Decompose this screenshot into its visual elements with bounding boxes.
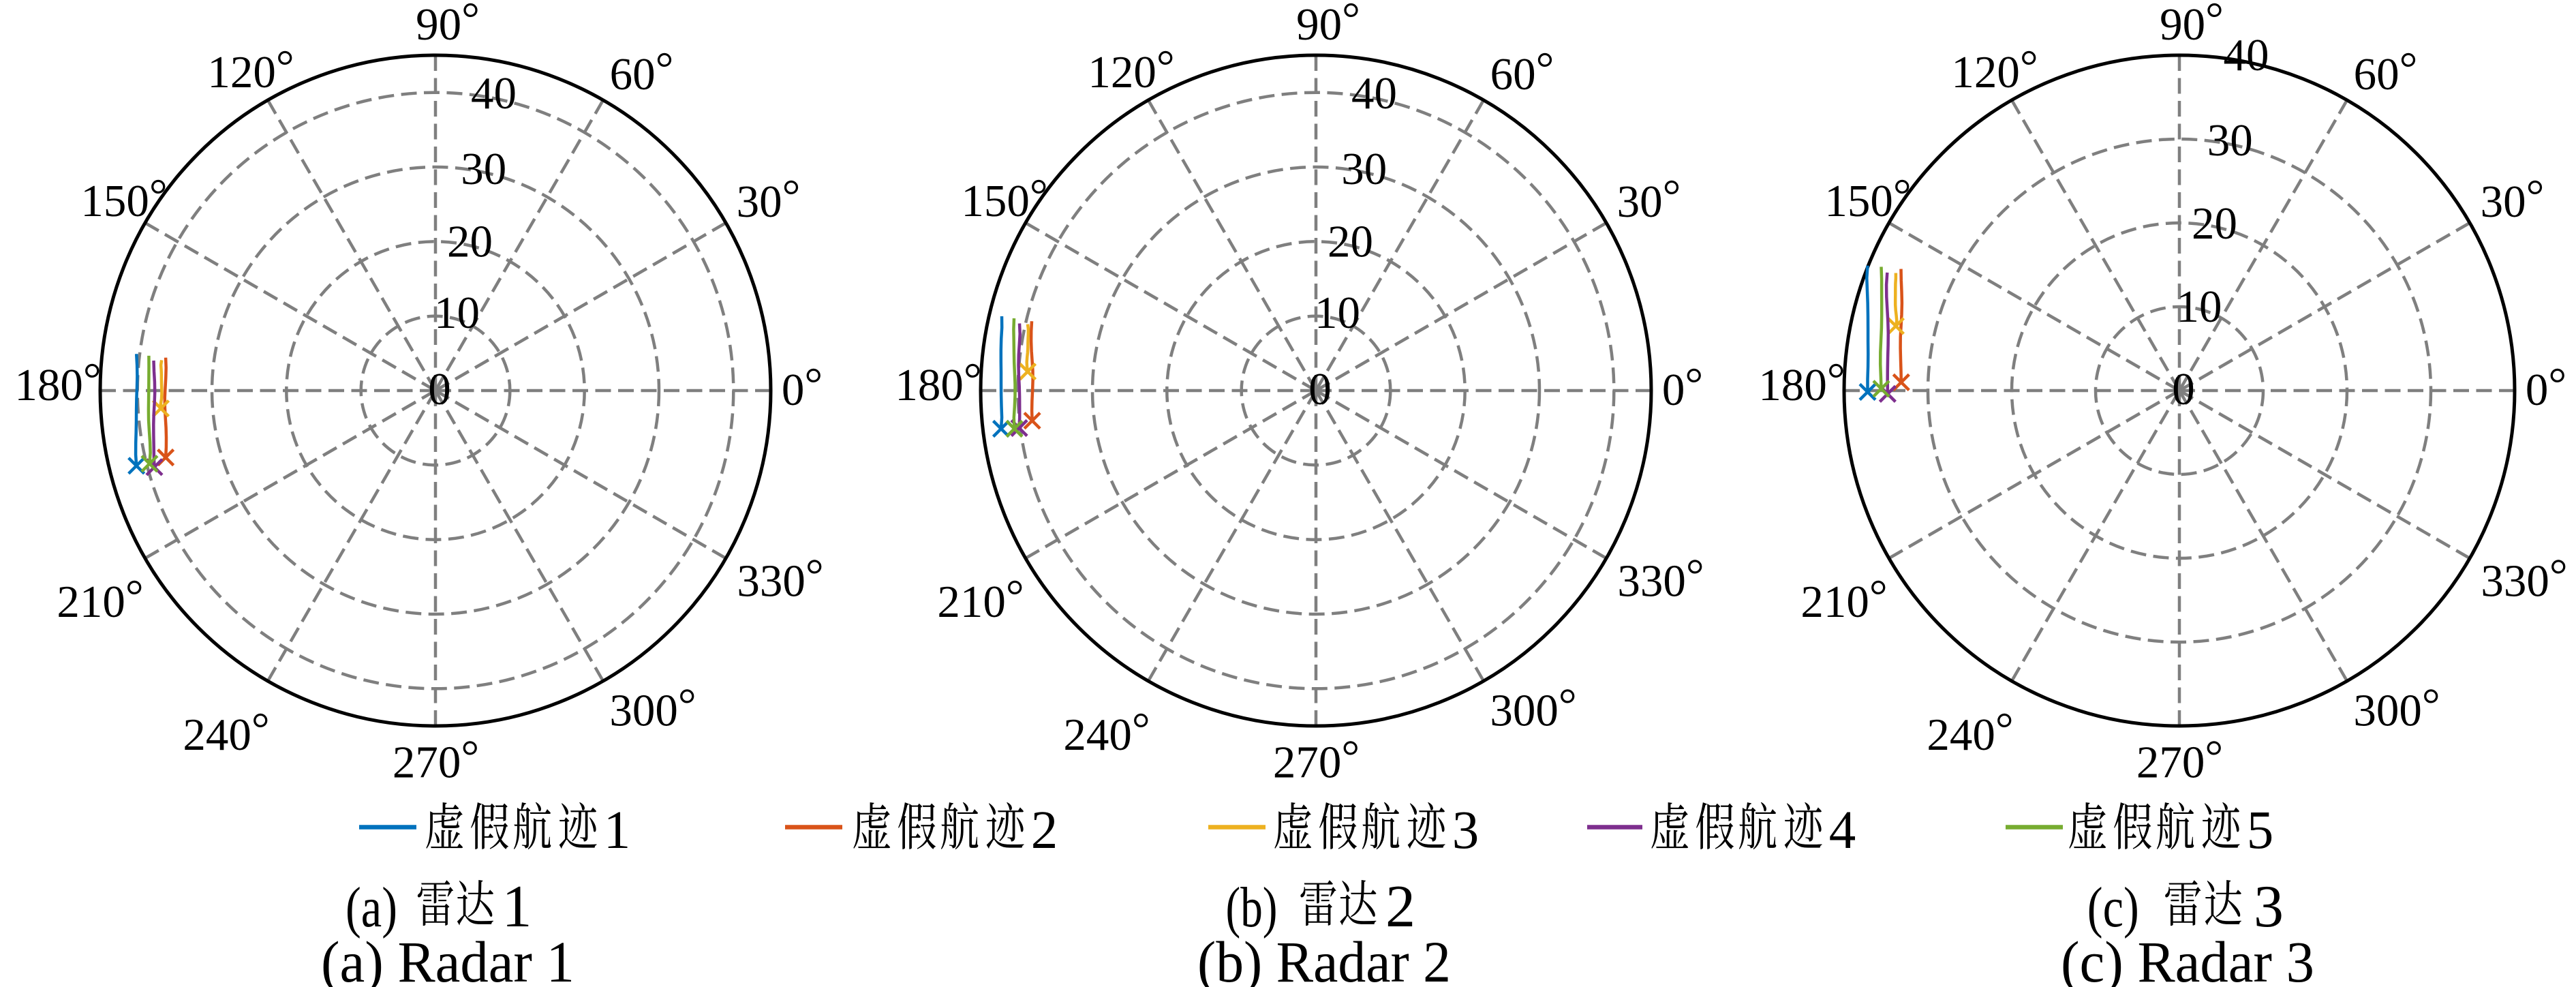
svg-text:1: 1: [604, 801, 631, 860]
svg-text:270°: 270°: [1273, 731, 1360, 788]
svg-text:20: 20: [447, 217, 493, 267]
svg-text:30°: 30°: [1617, 170, 1681, 227]
svg-text:330°: 330°: [737, 550, 823, 607]
svg-text:150°: 150°: [961, 170, 1047, 226]
svg-text:0: 0: [428, 364, 451, 414]
svg-text:120°: 120°: [1088, 41, 1174, 97]
svg-text:40: 40: [471, 68, 517, 119]
svg-text:180°: 180°: [14, 354, 101, 410]
svg-text:300°: 300°: [609, 680, 696, 736]
svg-text:0°: 0°: [1662, 359, 1703, 415]
svg-text:2: 2: [1031, 801, 1058, 860]
svg-text:270°: 270°: [393, 731, 479, 788]
svg-text:330°: 330°: [2481, 550, 2567, 607]
svg-text:(b) Radar 2: (b) Radar 2: [1197, 929, 1451, 987]
svg-text:30: 30: [461, 144, 506, 194]
svg-text:30: 30: [2207, 115, 2253, 166]
svg-text:40: 40: [2224, 30, 2269, 80]
svg-text:210°: 210°: [57, 571, 143, 627]
svg-text:210°: 210°: [1800, 571, 1887, 627]
svg-text:(a): (a): [346, 876, 397, 939]
svg-text:300°: 300°: [2353, 680, 2440, 736]
svg-text:4: 4: [1829, 801, 1856, 860]
svg-text:(c) Radar 3: (c) Radar 3: [2061, 929, 2314, 987]
svg-text:300°: 300°: [1490, 680, 1576, 736]
svg-text:0°: 0°: [2526, 359, 2566, 415]
svg-text:270°: 270°: [2136, 731, 2223, 788]
svg-text:180°: 180°: [1758, 354, 1845, 410]
svg-text:20: 20: [2192, 198, 2237, 249]
svg-text:60°: 60°: [1490, 43, 1554, 100]
svg-text:10: 10: [1315, 288, 1360, 338]
svg-text:10: 10: [2177, 282, 2222, 332]
svg-text:240°: 240°: [1927, 703, 2013, 760]
svg-text:60°: 60°: [2354, 43, 2418, 100]
svg-text:0: 0: [2172, 364, 2195, 414]
svg-text:90°: 90°: [2160, 0, 2224, 50]
svg-text:(a) Radar 1: (a) Radar 1: [321, 929, 574, 987]
svg-text:150°: 150°: [80, 170, 167, 226]
svg-text:3: 3: [1452, 801, 1479, 860]
svg-text:0: 0: [1308, 364, 1332, 414]
svg-text:40: 40: [1351, 68, 1397, 119]
svg-text:240°: 240°: [1063, 703, 1150, 760]
svg-text:120°: 120°: [1951, 41, 2038, 97]
svg-text:30°: 30°: [737, 170, 801, 227]
svg-text:2: 2: [1385, 874, 1415, 940]
svg-text:(b): (b): [1226, 876, 1278, 939]
svg-text:330°: 330°: [1617, 550, 1704, 607]
svg-text:120°: 120°: [207, 41, 294, 97]
svg-text:10: 10: [434, 288, 480, 338]
svg-text:20: 20: [1328, 217, 1373, 267]
svg-text:3: 3: [2254, 874, 2284, 940]
svg-text:240°: 240°: [183, 703, 269, 760]
svg-text:30: 30: [1341, 144, 1387, 194]
svg-text:(c): (c): [2087, 876, 2139, 939]
svg-text:60°: 60°: [610, 43, 674, 100]
svg-text:0°: 0°: [782, 359, 823, 415]
svg-text:30°: 30°: [2481, 170, 2545, 227]
svg-text:180°: 180°: [895, 354, 981, 410]
svg-text:90°: 90°: [1296, 0, 1360, 50]
svg-text:210°: 210°: [937, 571, 1024, 627]
svg-text:90°: 90°: [416, 0, 480, 50]
svg-text:5: 5: [2247, 801, 2274, 860]
svg-text:150°: 150°: [1824, 170, 1911, 226]
svg-text:1: 1: [502, 874, 532, 940]
